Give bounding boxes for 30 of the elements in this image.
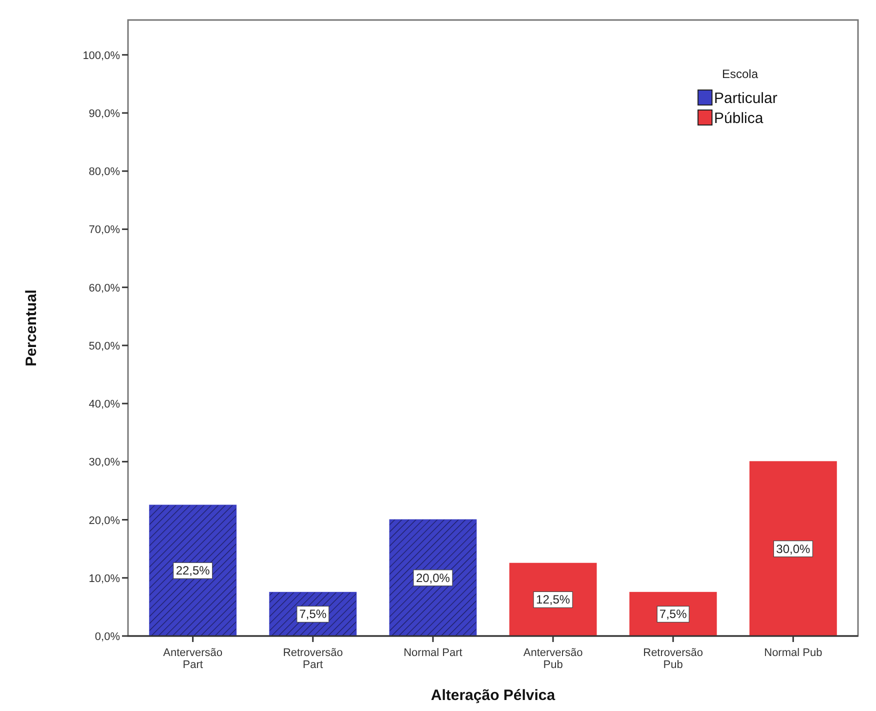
x-tick-label: Retroversão Pub	[643, 647, 704, 671]
y-tick-label: 60,0%	[88, 282, 120, 294]
legend-label: Pública	[714, 110, 764, 127]
y-tick-label: 30,0%	[88, 456, 120, 469]
y-tick-label: 70,0%	[88, 224, 120, 236]
data-label: 22,5%	[176, 564, 210, 578]
data-label: 7,5%	[299, 607, 327, 622]
x-tick-label: Anterversão Pub	[523, 647, 583, 671]
bar	[509, 562, 597, 636]
x-tick-label: Normal Pub	[764, 647, 822, 659]
y-tick-label: 50,0%	[88, 340, 120, 352]
bar	[749, 461, 837, 636]
y-tick-label: 40,0%	[88, 398, 120, 411]
data-label: 7,5%	[659, 607, 688, 622]
y-tick-label: 20,0%	[88, 514, 120, 527]
y-tick-label: 10,0%	[88, 572, 120, 585]
data-label: 30,0%	[776, 542, 811, 556]
x-axis-title: Alteração Pélvica	[430, 687, 556, 704]
legend-title: Escola	[722, 67, 758, 81]
data-label: 12,5%	[536, 592, 570, 607]
y-tick-label: 90,0%	[88, 108, 120, 120]
y-tick-label: 0,0%	[94, 631, 120, 643]
legend-label: Particular	[714, 90, 778, 107]
x-tick-label: Retroversão Part	[282, 647, 343, 671]
y-axis-title: Percentual	[23, 290, 40, 366]
y-tick-label: 80,0%	[88, 166, 120, 178]
y-tick-label: 100,0%	[82, 50, 120, 62]
x-tick-label: Anterversão Part	[163, 647, 222, 671]
data-label: 20,0%	[416, 570, 450, 585]
x-tick-label: Normal Part	[404, 647, 462, 659]
